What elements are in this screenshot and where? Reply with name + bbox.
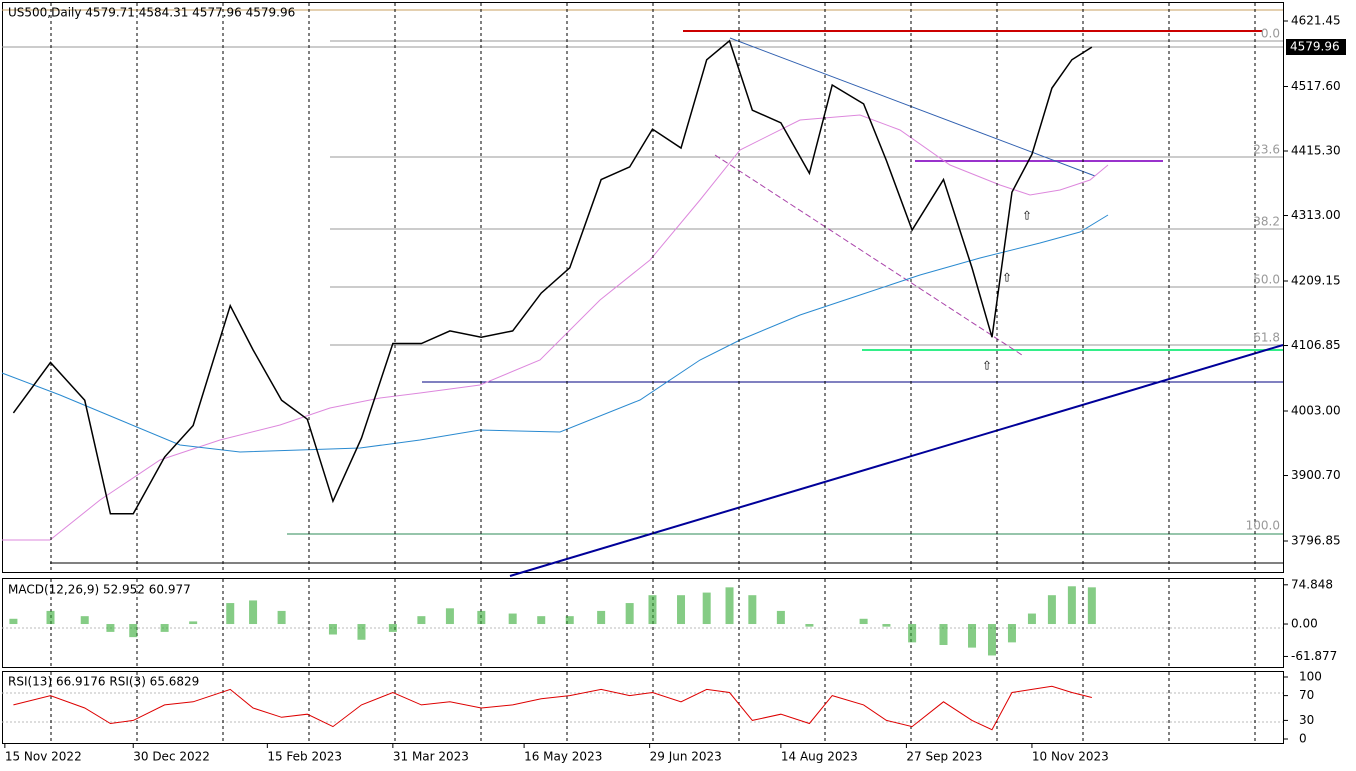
- drawings: ⇧ ⇧ ⇧: [1, 9, 1284, 723]
- price-tag-box: [1286, 39, 1346, 55]
- y-tick-label: 74.848: [1291, 577, 1333, 591]
- macd-bar: [908, 624, 917, 643]
- fib-label: 23.6: [1253, 143, 1280, 157]
- macd-bar: [939, 624, 948, 645]
- macd-bar: [129, 624, 138, 638]
- fib-label: 38.2: [1253, 215, 1280, 229]
- macd-bar: [702, 592, 711, 625]
- macd-bar: [477, 610, 486, 625]
- macd-bar: [445, 608, 454, 625]
- y-tick-label: 30: [1299, 713, 1314, 727]
- macd-bar: [277, 610, 286, 625]
- macd-bar: [9, 618, 18, 625]
- macd-bar: [80, 616, 89, 625]
- y-tick-label: 4313.00: [1291, 208, 1341, 222]
- macd-bar: [46, 610, 55, 625]
- y-tick-label: 4106.85: [1291, 338, 1341, 352]
- macd-bar: [1067, 586, 1076, 625]
- y-tick-label: 4003.00: [1291, 404, 1341, 418]
- macd-bar: [417, 616, 426, 625]
- x-tick-label: 16 May 2023: [524, 750, 602, 764]
- trend-line: [509, 344, 1284, 577]
- macd-bar: [805, 624, 814, 627]
- y-tick-label: 0: [1299, 732, 1307, 746]
- macd-bar: [508, 613, 517, 625]
- fib-label: 50.0: [1253, 273, 1280, 287]
- rsi-title: RSI(13) 66.9176 RSI(3) 65.6829: [8, 675, 199, 689]
- macd-bar: [748, 595, 757, 625]
- macd-bar: [1007, 624, 1016, 643]
- x-tick-label: 30 Dec 2022: [133, 750, 210, 764]
- y-tick-label: 4209.15: [1291, 274, 1341, 288]
- x-tick-label: 10 Nov 2023: [1032, 750, 1109, 764]
- x-tick-label: 27 Sep 2023: [906, 750, 982, 764]
- macd-bar: [189, 621, 198, 625]
- macd-bar: [776, 610, 785, 625]
- macd-bar: [725, 587, 734, 625]
- macd-bar: [1087, 587, 1096, 625]
- y-tick-label: 100: [1299, 670, 1322, 684]
- y-tick-label: 4517.60: [1291, 79, 1341, 93]
- macd-bar: [1027, 613, 1036, 625]
- macd-bar: [388, 624, 397, 632]
- macd-bar: [987, 624, 996, 656]
- x-tick-label: 15 Nov 2022: [5, 750, 82, 764]
- macd-bar: [1047, 595, 1056, 625]
- y-tick-label: 70: [1299, 688, 1314, 702]
- macd-bar: [597, 610, 606, 625]
- x-tick-label: 29 Jun 2023: [650, 750, 722, 764]
- macd-panel: [2, 578, 1284, 668]
- macd-bar: [160, 624, 169, 632]
- arrow-icon: ⇧: [1022, 209, 1032, 223]
- price-line: [12, 39, 1093, 515]
- arrow-icon: ⇧: [982, 359, 992, 373]
- price-tag: 4579.96: [1290, 40, 1340, 54]
- moving-average: [2, 114, 1109, 541]
- y-tick-label: -61.877: [1291, 649, 1337, 663]
- macd-bar: [226, 603, 235, 625]
- y-tick-label: 3796.85: [1291, 534, 1341, 548]
- rsi-line: [13, 685, 1092, 731]
- rsi-panel: [2, 671, 1284, 744]
- macd-bar: [357, 624, 366, 640]
- x-tick-label: 15 Feb 2023: [267, 750, 342, 764]
- x-tick-label: 31 Mar 2023: [393, 750, 469, 764]
- x-tick-label: 14 Aug 2023: [781, 750, 858, 764]
- fib-label: 0.0: [1261, 27, 1280, 41]
- macd-title: MACD(12,26,9) 52.952 60.977: [8, 583, 191, 597]
- y-tick-label: 4415.30: [1291, 144, 1341, 158]
- y-tick-label: 0.00: [1291, 617, 1318, 631]
- macd-bar: [677, 595, 686, 625]
- macd-bar: [882, 624, 891, 627]
- macd-bar: [537, 616, 546, 625]
- y-tick-label: 3900.70: [1291, 468, 1341, 482]
- macd-bar: [106, 624, 115, 632]
- main-panel: [2, 2, 1284, 573]
- macd-bar: [968, 624, 977, 648]
- y-tick-label: 4621.45: [1291, 14, 1341, 28]
- channel-line: [714, 154, 1023, 356]
- macd-bar: [859, 618, 868, 625]
- macd-bar: [648, 595, 657, 625]
- fib-label: 61.8: [1253, 331, 1280, 345]
- macd-bar: [249, 600, 258, 625]
- fib-label: 100.0: [1246, 519, 1280, 533]
- macd-bar: [565, 616, 574, 625]
- macd-bar: [328, 624, 337, 635]
- arrow-icon: ⇧: [1002, 271, 1012, 285]
- macd-bar: [625, 603, 634, 625]
- trend-line: [729, 37, 1096, 177]
